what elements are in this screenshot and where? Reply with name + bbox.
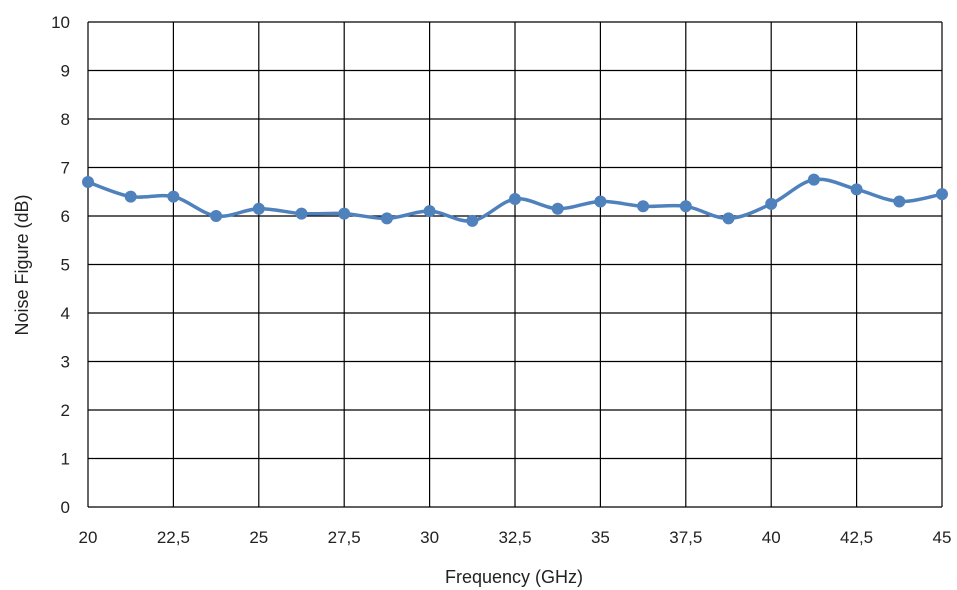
data-point — [466, 214, 479, 227]
data-point — [893, 195, 906, 208]
data-point — [167, 190, 180, 203]
y-tick-label: 7 — [61, 159, 70, 178]
y-tick-label: 3 — [61, 353, 70, 372]
y-tick-label: 1 — [61, 450, 70, 469]
data-point — [295, 207, 308, 220]
x-tick-label: 35 — [591, 528, 610, 547]
y-tick-label: 0 — [61, 498, 70, 517]
data-point — [722, 212, 735, 225]
y-tick-label: 6 — [61, 207, 70, 226]
data-point — [252, 202, 265, 215]
y-axis-title: Noise Figure (dB) — [12, 194, 32, 335]
grid — [87, 21, 943, 508]
data-point — [637, 200, 650, 213]
data-point — [936, 188, 948, 201]
x-tick-label: 30 — [420, 528, 439, 547]
data-point — [807, 173, 820, 186]
y-tick-label: 5 — [61, 256, 70, 275]
x-tick-label: 37,5 — [669, 528, 702, 547]
x-tick-label: 27,5 — [328, 528, 361, 547]
y-tick-label: 4 — [61, 304, 70, 323]
data-point — [124, 190, 137, 203]
x-tick-label: 42,5 — [840, 528, 873, 547]
y-tick-label: 10 — [51, 13, 70, 32]
data-point — [210, 210, 223, 222]
y-tick-label: 2 — [61, 401, 70, 420]
data-point — [423, 205, 436, 218]
data-point — [380, 212, 393, 225]
y-axis-ticks: 0 1 2 3 4 5 6 7 8 9 10 — [51, 13, 70, 517]
x-tick-label: 25 — [249, 528, 268, 547]
data-point — [850, 183, 863, 196]
data-point — [679, 200, 692, 213]
data-point — [551, 202, 564, 215]
x-tick-label: 45 — [933, 528, 952, 547]
y-tick-label: 8 — [61, 110, 70, 129]
x-tick-label: 32,5 — [498, 528, 531, 547]
x-axis-title: Frequency (GHz) — [445, 567, 583, 587]
data-point — [509, 193, 521, 206]
series-layer — [82, 173, 948, 227]
x-axis-ticks: 20 22,5 25 27,5 30 32,5 35 37,5 40 42,5 45 — [79, 528, 952, 547]
x-tick-label: 22,5 — [157, 528, 190, 547]
data-point — [594, 195, 607, 208]
data-point — [765, 197, 778, 210]
data-point — [82, 176, 94, 189]
y-tick-label: 9 — [61, 62, 70, 81]
data-point — [338, 207, 351, 220]
x-tick-label: 20 — [79, 528, 98, 547]
x-tick-label: 40 — [762, 528, 781, 547]
